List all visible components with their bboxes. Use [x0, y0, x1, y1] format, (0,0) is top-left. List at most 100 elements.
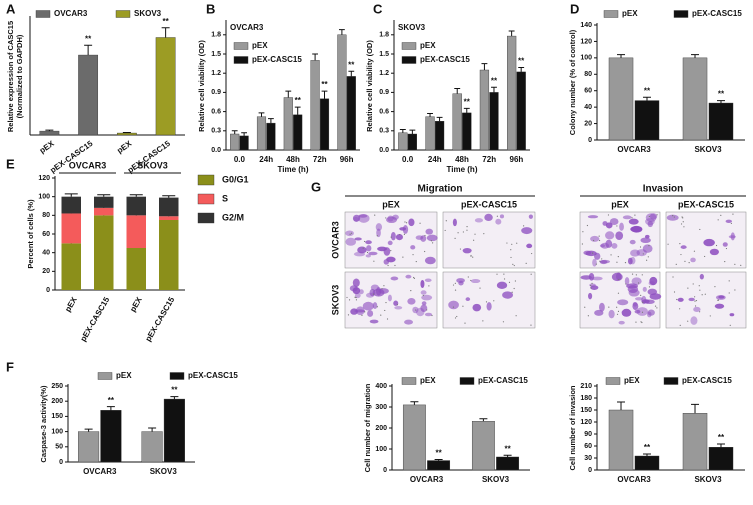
- y-axis-label: Cell number of migration: [363, 383, 372, 472]
- bar: [434, 120, 445, 151]
- pore: [424, 235, 426, 237]
- condition-label: pEX-CASC15: [461, 199, 517, 209]
- stained-cell: [645, 218, 655, 226]
- pore: [372, 293, 375, 295]
- stained-cell: [621, 308, 632, 317]
- stained-cell: [404, 319, 413, 325]
- pore: [730, 222, 732, 225]
- error-bar: [409, 129, 416, 134]
- pore: [607, 214, 610, 216]
- pore: [724, 260, 726, 263]
- error-bar: [436, 116, 443, 122]
- error-bar: [294, 106, 301, 115]
- stained-cell: [588, 292, 593, 300]
- x-tick-label: 48h: [455, 155, 469, 164]
- stained-cell: [690, 257, 696, 263]
- stained-cell: [722, 242, 728, 247]
- bar: [346, 76, 356, 151]
- bar-segment: [126, 215, 146, 248]
- x-tick-label: 24h: [428, 155, 442, 164]
- stained-cell: [366, 245, 372, 252]
- pore: [355, 296, 357, 299]
- error-bar: [716, 443, 725, 448]
- pore: [648, 286, 651, 288]
- legend-swatch: [197, 212, 215, 224]
- legend-swatch: [459, 377, 475, 385]
- stained-cell: [666, 214, 679, 221]
- stained-cell: [608, 309, 615, 319]
- pore: [647, 256, 649, 258]
- pore: [599, 260, 601, 262]
- pore: [513, 287, 515, 290]
- legend-label: SKOV3: [134, 9, 162, 18]
- pore: [511, 291, 513, 293]
- pore: [717, 299, 720, 301]
- stained-cell: [605, 231, 615, 240]
- error-bar: [338, 29, 345, 35]
- pore: [510, 249, 512, 251]
- x-tick-label: pEX: [63, 295, 79, 314]
- pore: [699, 311, 701, 313]
- pore: [641, 274, 643, 276]
- pore: [709, 315, 711, 317]
- pore: [413, 276, 415, 279]
- pore: [362, 247, 364, 249]
- stained-cell: [622, 215, 632, 220]
- bar: [479, 69, 490, 151]
- pore: [361, 314, 363, 316]
- bar-segment: [61, 243, 81, 290]
- y-tick-label: 60: [42, 231, 50, 238]
- bar: [462, 112, 472, 151]
- pore: [366, 251, 369, 254]
- y-tick-label: 60: [584, 88, 592, 95]
- stained-cell: [349, 285, 358, 292]
- stained-cell: [365, 254, 371, 258]
- y-axis-label: Colony number (% of control): [568, 29, 577, 135]
- pore: [616, 313, 619, 315]
- significance-label: **: [85, 34, 92, 43]
- pore: [355, 299, 358, 301]
- y-tick-label: 400: [375, 383, 387, 390]
- x-tick-label: OVCAR3: [410, 475, 444, 484]
- pore: [692, 283, 694, 285]
- y-tick-label: 100: [51, 428, 63, 435]
- stained-cell: [627, 285, 639, 294]
- stained-cell: [649, 276, 658, 286]
- pore: [428, 285, 430, 287]
- pore: [681, 216, 683, 218]
- x-tick-label: SKOV3: [150, 467, 178, 476]
- pore: [635, 274, 637, 276]
- legend-swatch: [97, 372, 113, 380]
- bar: [682, 413, 708, 471]
- x-tick-label: OVCAR3: [83, 467, 117, 476]
- pore: [694, 305, 697, 307]
- bar: [39, 130, 60, 136]
- pore: [485, 301, 488, 303]
- bar: [407, 133, 417, 151]
- stained-cell: [617, 299, 629, 306]
- micrograph: [579, 211, 661, 269]
- pore: [704, 293, 706, 295]
- stained-cell: [632, 301, 638, 307]
- stained-cell: [693, 306, 701, 312]
- panel-letter: G: [311, 179, 321, 194]
- stained-cell: [680, 245, 687, 249]
- y-tick-label: 150: [51, 413, 63, 420]
- error-bar: [285, 90, 292, 98]
- pore: [350, 232, 353, 234]
- error-bar: [45, 129, 54, 132]
- pore: [387, 264, 389, 267]
- legend-swatch: [401, 56, 417, 64]
- pore: [641, 321, 643, 324]
- pore: [641, 311, 644, 313]
- pore: [516, 242, 518, 244]
- pore: [592, 252, 594, 254]
- pore: [637, 282, 640, 284]
- legend-label: pEX: [252, 41, 268, 50]
- pore: [635, 321, 637, 323]
- pore: [725, 247, 728, 250]
- stained-cell: [426, 234, 438, 242]
- y-tick-label: 0: [383, 467, 387, 474]
- pore: [513, 264, 515, 267]
- pore: [582, 231, 584, 233]
